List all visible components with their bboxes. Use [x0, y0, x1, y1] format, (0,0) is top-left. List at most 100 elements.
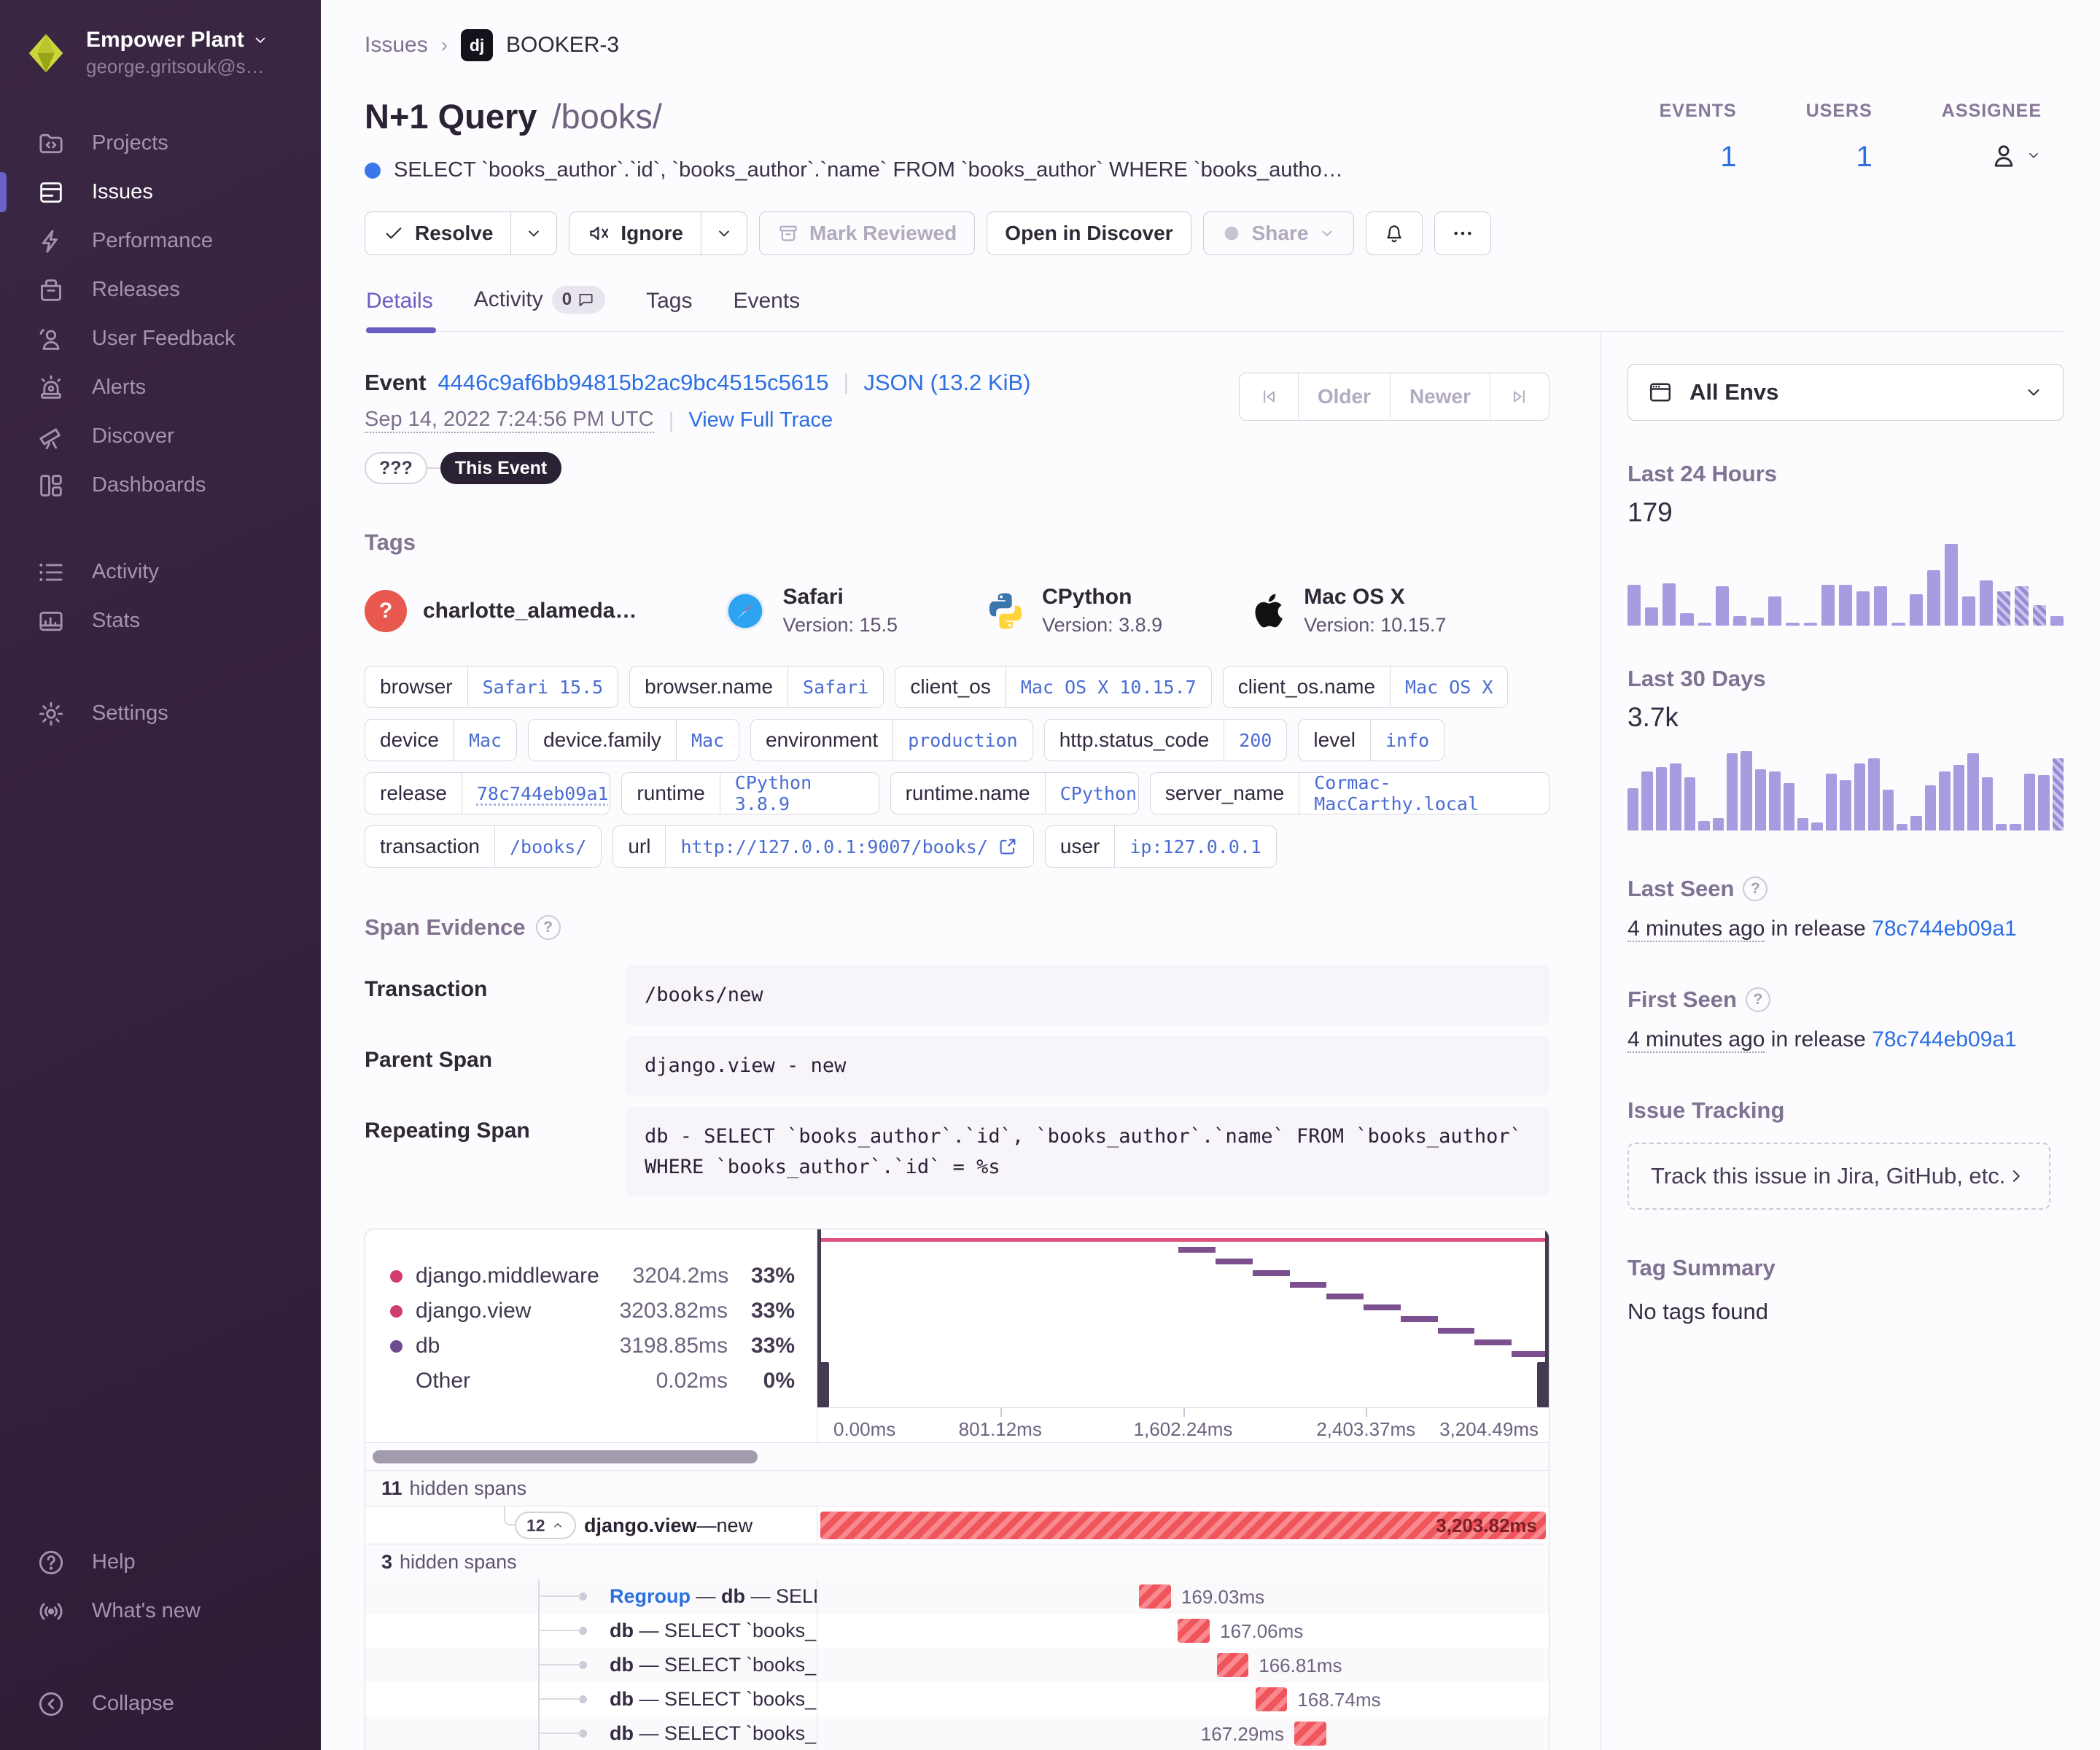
older-event-button[interactable]: Older — [1297, 373, 1390, 420]
sidebar-item-what-s-new[interactable]: What's new — [0, 1587, 321, 1636]
span-duration-bar[interactable] — [1178, 1619, 1210, 1644]
span-duration-bar[interactable] — [1139, 1584, 1171, 1609]
tag-pill-device[interactable]: device Mac — [365, 719, 518, 761]
share-button[interactable]: Share — [1202, 211, 1355, 255]
span-duration-bar[interactable] — [1255, 1687, 1288, 1712]
parent-span-bar[interactable]: 3,203.82ms — [820, 1512, 1546, 1540]
context-summary: ? charlotte_alameda… Safari Version: 15.5 CP… — [365, 585, 1549, 637]
sidebar-item-discover[interactable]: Discover — [0, 412, 321, 461]
tab-tags[interactable]: Tags — [646, 289, 692, 331]
sidebar-item-activity[interactable]: Activity — [0, 548, 321, 596]
newest-event-button[interactable] — [1490, 373, 1549, 420]
tag-pill-runtime-name[interactable]: runtime.name CPython — [890, 772, 1139, 814]
help-question-icon[interactable]: ? — [535, 915, 561, 940]
span-group-link[interactable]: Regroup — [610, 1585, 691, 1608]
tag-pill-http-status-code[interactable]: http.status_code 200 — [1043, 719, 1288, 761]
sidebar-item-performance[interactable]: Performance — [0, 217, 321, 265]
legend-row-django-view: django.view 3203.82ms 33% — [365, 1294, 817, 1329]
sidebar-item-issues[interactable]: Issues — [0, 168, 321, 217]
tag-pill-browser[interactable]: browser Safari 15.5 — [365, 666, 619, 708]
spark-bar — [1797, 818, 1809, 831]
span-row-1[interactable]: Regroup — db — SELECT `books_author`.`id… — [365, 1579, 1549, 1614]
sidebar-item-releases[interactable]: Releases — [0, 265, 321, 314]
users-count-link[interactable]: 1 — [1856, 141, 1872, 173]
breadcrumb-issues-link[interactable]: Issues — [365, 33, 428, 57]
tab-events[interactable]: Events — [733, 289, 800, 331]
mark-reviewed-button[interactable]: Mark Reviewed — [758, 211, 976, 255]
sidebar-item-label: Alerts — [92, 376, 147, 399]
oldest-event-button[interactable] — [1240, 373, 1298, 420]
sidebar-item-stats[interactable]: Stats — [0, 596, 321, 645]
sidebar-item-user-feedback[interactable]: User Feedback — [0, 314, 321, 363]
span-row-4[interactable]: db — SELECT `books_author`.`id`, `books_… — [365, 1682, 1549, 1717]
spark-bar — [1821, 585, 1835, 626]
subscribe-bell-button[interactable] — [1366, 211, 1423, 255]
span-row-2[interactable]: db — SELECT `books_author`.`id`, `books_… — [365, 1614, 1549, 1649]
newer-event-button[interactable]: Newer — [1389, 373, 1490, 420]
evidence-row-transaction: Transaction/books/new — [365, 965, 1549, 1025]
resolve-dropdown-button[interactable] — [511, 211, 558, 255]
tag-pill-runtime[interactable]: runtime CPython 3.8.9 — [621, 772, 879, 814]
spark-bar — [2032, 605, 2046, 626]
help-question-icon[interactable]: ? — [1743, 876, 1768, 901]
open-in-discover-button[interactable]: Open in Discover — [987, 211, 1191, 255]
unknown-release-pill[interactable]: ??? — [365, 452, 427, 484]
resolve-button[interactable]: Resolve — [365, 211, 512, 255]
span-duration-label: 167.06ms — [1220, 1620, 1304, 1643]
last-seen-release-link[interactable]: 78c744eb09a1 — [1872, 917, 2017, 941]
tab-details[interactable]: Details — [366, 289, 436, 333]
tag-pill-client-os-name[interactable]: client_os.name Mac OS X — [1222, 666, 1509, 708]
event-json-link[interactable]: JSON (13.2 KiB) — [863, 370, 1031, 395]
tag-pill-client-os[interactable]: client_os Mac OS X 10.15.7 — [895, 666, 1212, 708]
event-id-link[interactable]: 4446c9af6bb94815b2ac9bc4515c5615 — [438, 370, 829, 395]
tag-pill-release[interactable]: release 78c744eb09a1 — [365, 772, 611, 814]
sidebar-item-dashboards[interactable]: Dashboards — [0, 461, 321, 510]
minimap-chart[interactable] — [817, 1229, 1549, 1408]
assignee-dropdown[interactable] — [1989, 141, 2042, 170]
ignore-button[interactable]: Ignore — [569, 211, 701, 255]
tag-pill-environment[interactable]: environment production — [750, 719, 1033, 761]
first-seen-release-link[interactable]: 78c744eb09a1 — [1872, 1027, 2017, 1051]
span-duration-bar[interactable] — [1294, 1722, 1326, 1746]
span-row-5[interactable]: db — SELECT `books_author`.`id`, `books_… — [365, 1716, 1549, 1750]
tag-pill-level[interactable]: level info — [1298, 719, 1445, 761]
tag-pill-url[interactable]: url http://127.0.0.1:9007/books/ — [612, 825, 1034, 868]
tag-pill-row: transaction/books/url http://127.0.0.1:90… — [365, 825, 1549, 868]
spark-bar — [2023, 773, 2036, 831]
track-issue-button[interactable]: Track this issue in Jira, GitHub, etc. — [1628, 1143, 2051, 1210]
waterfall-minimap: 0.00ms 801.12ms 1,602.24ms 2,403.37ms 3,204.… — [817, 1229, 1549, 1442]
hidden-spans-row-2[interactable]: 3 hidden spans — [365, 1544, 1549, 1580]
sidebar-item-settings[interactable]: Settings — [0, 689, 321, 738]
span-duration-bar[interactable] — [1216, 1653, 1249, 1678]
sidebar-item-collapse[interactable]: Collapse — [0, 1679, 321, 1728]
view-full-trace-link[interactable]: View Full Trace — [688, 408, 833, 432]
tag-pill-user[interactable]: user ip:127.0.0.1 — [1044, 825, 1277, 868]
events-count-link[interactable]: 1 — [1720, 141, 1737, 173]
tag-pill-transaction[interactable]: transaction/books/ — [365, 825, 602, 868]
minimap-span-segment — [1252, 1269, 1290, 1276]
sidebar-item-projects[interactable]: Projects — [0, 119, 321, 168]
ellipsis-icon — [1451, 222, 1474, 245]
help-question-icon[interactable]: ? — [1745, 987, 1770, 1012]
tag-pill-browser-name[interactable]: browser.name Safari — [629, 666, 884, 708]
scrollbar-thumb[interactable] — [373, 1450, 758, 1464]
minimap-left-handle[interactable] — [817, 1362, 829, 1408]
parent-span-row[interactable]: 12 django.view — new 3,203.82ms — [365, 1506, 1549, 1544]
tag-pill-device-family[interactable]: device.family Mac — [528, 719, 740, 761]
tag-pill-server-name[interactable]: server_name Cormac-MacCarthy.local — [1149, 772, 1549, 814]
spark-bar — [1751, 617, 1765, 626]
sidebar-item-help[interactable]: Help — [0, 1538, 321, 1587]
last-30d-chart — [1628, 749, 2064, 831]
this-event-pill[interactable]: This Event — [440, 452, 562, 484]
hidden-spans-row-1[interactable]: 11 hidden spans — [365, 1470, 1549, 1506]
tab-activity[interactable]: Activity 0 — [474, 286, 606, 331]
legend-duration: 3198.85ms — [619, 1334, 728, 1358]
environment-select[interactable]: All Envs — [1628, 364, 2064, 421]
span-row-3[interactable]: db — SELECT `books_author`.`id`, `books_… — [365, 1648, 1549, 1683]
collapse-spans-button[interactable]: 12 — [515, 1512, 576, 1540]
minimap-right-handle[interactable] — [1537, 1362, 1549, 1408]
org-switcher[interactable]: Empower Plant george.gritsouk@s… — [0, 0, 321, 100]
sidebar-item-alerts[interactable]: Alerts — [0, 363, 321, 412]
more-actions-button[interactable] — [1434, 211, 1492, 255]
ignore-dropdown-button[interactable] — [701, 211, 747, 255]
